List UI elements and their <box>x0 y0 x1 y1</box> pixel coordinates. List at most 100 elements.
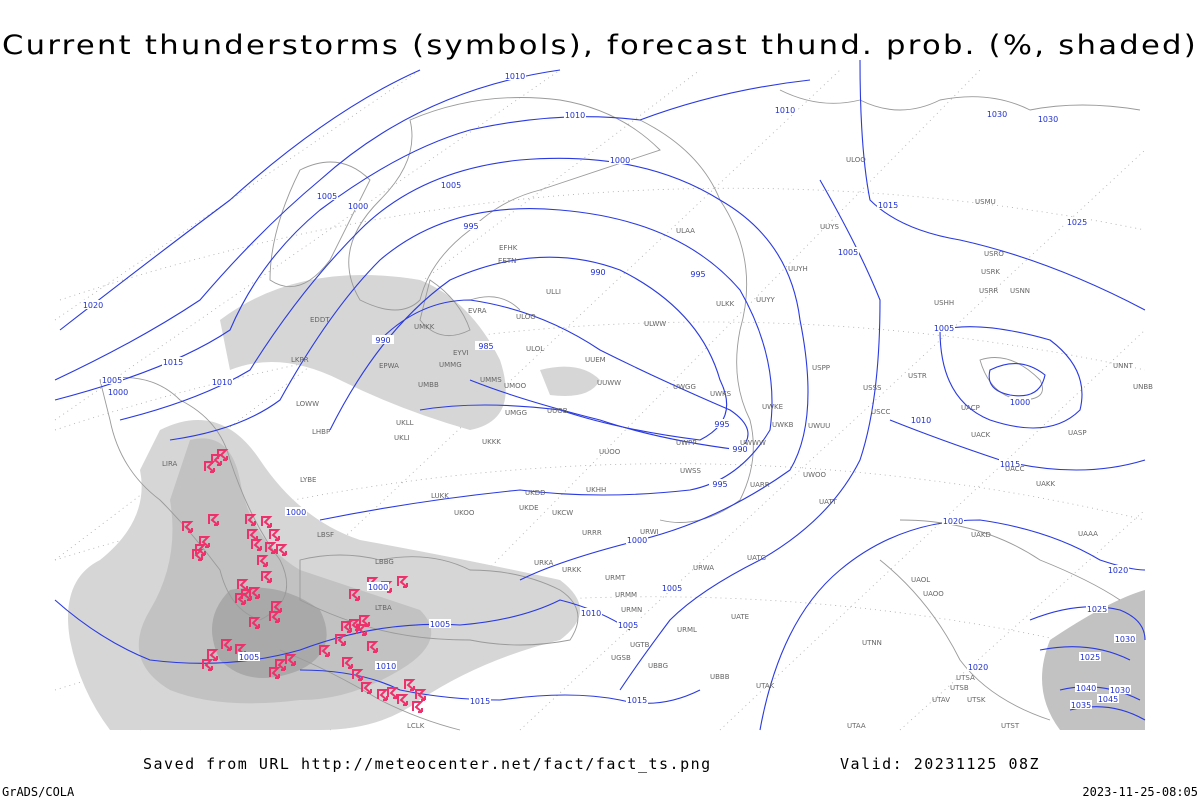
station-label: UATT <box>819 498 838 506</box>
station-label: LBSF <box>317 531 334 539</box>
station-label: UWGG <box>673 383 696 391</box>
station-label: UMMS <box>480 376 502 384</box>
station-label: UWOO <box>803 471 827 479</box>
thunderstorm-symbol <box>269 611 281 623</box>
isobar-label-bg <box>837 247 859 256</box>
station-label: EPWA <box>379 362 399 370</box>
thunderstorm-symbol <box>182 521 194 533</box>
isobar-label: 1020 <box>83 301 103 310</box>
isobar-label-bg <box>504 71 526 80</box>
station-label: LCLK <box>407 722 425 730</box>
station-label: UUYH <box>788 265 808 273</box>
station-label: UACP <box>961 404 980 412</box>
isobar-label-bg <box>609 155 631 164</box>
station-label: USTR <box>908 372 927 380</box>
thunderstorm-symbol <box>275 659 287 671</box>
station-label: UKDD <box>525 489 546 497</box>
station-label: USRR <box>979 287 998 295</box>
timestamp: 2023-11-25-08:05 <box>1082 785 1198 799</box>
isobar-label-bg <box>661 583 683 592</box>
station-label: UMOO <box>504 382 527 390</box>
station-label: UTST <box>1001 722 1020 730</box>
thunderstorm-symbol <box>235 593 247 605</box>
isobar-label: 1000 <box>610 156 630 165</box>
isobar-label-bg <box>942 516 964 525</box>
thunderstorm-symbol <box>245 514 257 526</box>
isobar-label: 1020 <box>968 663 988 672</box>
station-label: LKPR <box>291 356 309 364</box>
isobar-label-bg <box>429 619 451 628</box>
thunderstorm-symbol <box>249 617 261 629</box>
isobar-label-bg <box>687 269 709 278</box>
isobar-label-bg <box>999 459 1021 468</box>
station-label: LIRA <box>162 460 178 468</box>
station-label: UUYY <box>756 296 776 304</box>
isobar-label-bg <box>626 695 648 704</box>
station-label: UMMG <box>439 361 462 369</box>
station-label: UATE <box>731 613 749 621</box>
isobar-label: 990 <box>375 336 390 345</box>
station-label: UNNT <box>1113 362 1134 370</box>
thunderstorm-symbol <box>404 679 416 691</box>
probability-shading <box>68 275 1145 730</box>
station-label: UARR <box>750 481 770 489</box>
station-label: UTAA <box>847 722 866 730</box>
thunderstorm-symbol <box>269 667 281 679</box>
isobar-label: 990 <box>732 445 747 454</box>
isobar-label-bg <box>1086 604 1108 613</box>
station-label: USHH <box>934 299 954 307</box>
station-label: URML <box>677 626 697 634</box>
thunderstorm-symbol <box>349 589 361 601</box>
isobar-label: 1010 <box>565 111 585 120</box>
isobar-label: 1020 <box>943 517 963 526</box>
station-label: USNN <box>1010 287 1030 295</box>
isobar-label: 1030 <box>1115 635 1135 644</box>
station-label: URMM <box>615 591 637 599</box>
station-label: USRK <box>981 268 1000 276</box>
thunderstorm-symbol <box>217 449 229 461</box>
isobar-label: 1005 <box>662 584 682 593</box>
station-label: UKHH <box>586 486 606 494</box>
isobar-label: 1000 <box>108 388 128 397</box>
station-label: ULWW <box>644 320 666 328</box>
station-label: UTAV <box>932 696 950 704</box>
thunderstorm-symbol <box>251 539 263 551</box>
isobar-label-bg <box>587 267 609 276</box>
source-url: Saved from URL http://meteocenter.net/fa… <box>143 755 712 773</box>
station-label: ULOO <box>846 156 866 164</box>
thunderstorm-symbol <box>207 649 219 661</box>
station-label: UACC <box>1005 465 1025 473</box>
valid-time: Valid: 20231125 08Z <box>840 755 1040 773</box>
map-title: Current thunderstorms (symbols), forecas… <box>2 30 1198 61</box>
station-label: URRR <box>582 529 602 537</box>
isobar-label: 995 <box>712 480 727 489</box>
thunderstorm-symbol <box>412 701 424 713</box>
station-label: EFHK <box>499 244 518 252</box>
station-label: USPP <box>812 364 830 372</box>
isobar-label: 1000 <box>368 583 388 592</box>
station-label: URKK <box>562 566 582 574</box>
isobar-label: 1015 <box>1000 460 1020 469</box>
station-label: UACK <box>971 431 991 439</box>
station-label: EVRA <box>468 307 487 315</box>
isobar-label-bg <box>372 335 394 344</box>
station-label: UUOO <box>599 448 621 456</box>
thunderstorm-symbol <box>319 645 331 657</box>
isobar-label: 1025 <box>1067 218 1087 227</box>
isobar-label: 1005 <box>239 653 259 662</box>
station-label: UTSA <box>956 674 975 682</box>
station-label: LOWW <box>296 400 319 408</box>
isobar-label-bg <box>82 300 104 309</box>
station-label: UKLI <box>394 434 410 442</box>
station-label: URMN <box>621 606 642 614</box>
station-label: UWWW <box>740 439 766 447</box>
station-label: USRO <box>984 250 1004 258</box>
station-label: UKCW <box>552 509 573 517</box>
station-label: UWKE <box>762 403 783 411</box>
thunderstorm-symbol <box>285 654 297 666</box>
isobar-label-bg <box>1114 634 1136 643</box>
station-label: LYBE <box>300 476 316 484</box>
isobar-label: 1030 <box>1110 686 1130 695</box>
station-label: UAOO <box>923 590 944 598</box>
isobar-label: 990 <box>590 268 605 277</box>
